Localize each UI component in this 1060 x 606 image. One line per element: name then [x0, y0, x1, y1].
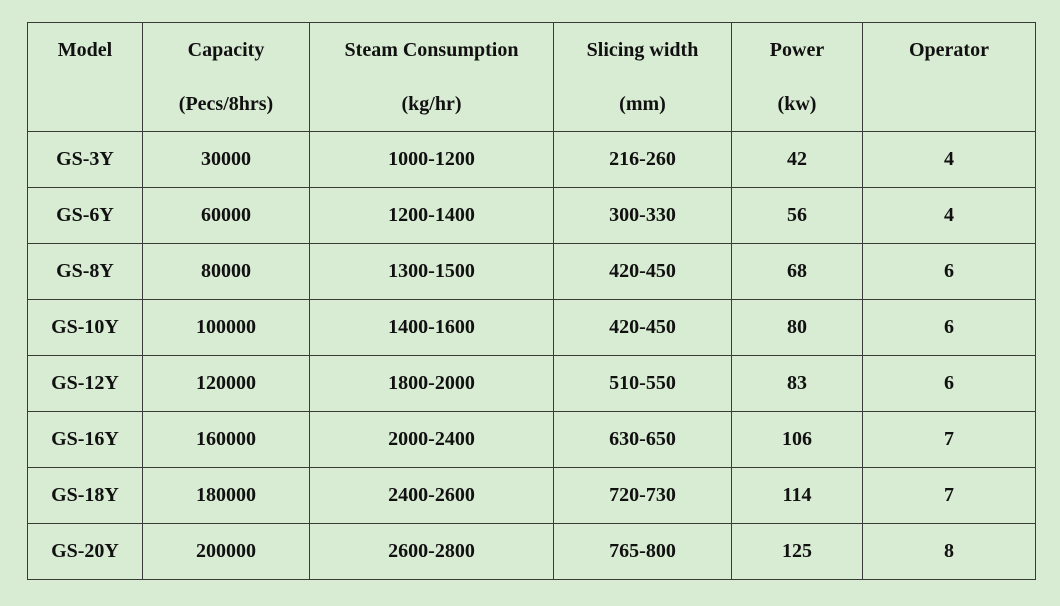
header-text: Slicing width	[586, 39, 699, 61]
table-cell: 60000	[142, 187, 310, 244]
table-cell: 180000	[142, 467, 310, 524]
table-row: GS-20Y 200000 2600-2800 765-800 125 8	[27, 523, 1036, 580]
table-cell: 2000-2400	[309, 411, 554, 468]
table-cell: 106	[731, 411, 863, 468]
table-cell: 68	[731, 243, 863, 300]
table-cell: 2600-2800	[309, 523, 554, 580]
table-cell: 80000	[142, 243, 310, 300]
table-cell: 8	[862, 523, 1036, 580]
table-cell: GS-3Y	[27, 131, 143, 188]
header-cell: Slicing width (mm)	[553, 22, 732, 132]
table-cell: 420-450	[553, 243, 732, 300]
table-cell: 765-800	[553, 523, 732, 580]
header-cell: Power (kw)	[731, 22, 863, 132]
table-row: GS-8Y 80000 1300-1500 420-450 68 6	[27, 243, 1036, 300]
table-cell: 42	[731, 131, 863, 188]
table-cell: 100000	[142, 299, 310, 356]
table-cell: 1800-2000	[309, 355, 554, 412]
table-cell: 6	[862, 243, 1036, 300]
table-cell: 56	[731, 187, 863, 244]
table-cell: 120000	[142, 355, 310, 412]
table-cell: 6	[862, 299, 1036, 356]
table-row: GS-18Y 180000 2400-2600 720-730 114 7	[27, 467, 1036, 524]
table-cell: 7	[862, 411, 1036, 468]
header-text: (mm)	[619, 93, 666, 115]
table-cell: 4	[862, 187, 1036, 244]
table-cell: 720-730	[553, 467, 732, 524]
table-cell: 125	[731, 523, 863, 580]
header-text: Steam Consumption	[344, 39, 519, 61]
header-text: (kw)	[777, 93, 817, 115]
table-cell: 1400-1600	[309, 299, 554, 356]
table-cell: 300-330	[553, 187, 732, 244]
spec-table: Model Capacity (Pecs/8hrs) Steam Consumptio…	[27, 22, 1036, 580]
table-cell: GS-18Y	[27, 467, 143, 524]
table-cell: GS-16Y	[27, 411, 143, 468]
table-cell: GS-8Y	[27, 243, 143, 300]
table-cell: 1000-1200	[309, 131, 554, 188]
table-row: GS-10Y 100000 1400-1600 420-450 80 6	[27, 299, 1036, 356]
table-body: GS-3Y 30000 1000-1200 216-260 42 4 GS-6Y 60000 1…	[27, 131, 1036, 580]
header-cell: Capacity (Pecs/8hrs)	[142, 22, 310, 132]
table-row: GS-3Y 30000 1000-1200 216-260 42 4	[27, 131, 1036, 188]
table-row: GS-6Y 60000 1200-1400 300-330 56 4	[27, 187, 1036, 244]
table-cell: 30000	[142, 131, 310, 188]
table-cell: GS-6Y	[27, 187, 143, 244]
header-cell: Model	[27, 22, 143, 132]
table-cell: 6	[862, 355, 1036, 412]
header-text: Capacity	[187, 39, 265, 61]
table-cell: 510-550	[553, 355, 732, 412]
table-cell: GS-12Y	[27, 355, 143, 412]
table-cell: GS-10Y	[27, 299, 143, 356]
table-cell: 1200-1400	[309, 187, 554, 244]
table-cell: 114	[731, 467, 863, 524]
table-cell: GS-20Y	[27, 523, 143, 580]
table-cell: 160000	[142, 411, 310, 468]
table-cell: 7	[862, 467, 1036, 524]
header-cell: Operator	[862, 22, 1036, 132]
table-cell: 216-260	[553, 131, 732, 188]
table-cell: 4	[862, 131, 1036, 188]
header-text: Power	[769, 39, 825, 61]
table-cell: 80	[731, 299, 863, 356]
header-cell: Steam Consumption (kg/hr)	[309, 22, 554, 132]
table-cell: 630-650	[553, 411, 732, 468]
table-cell: 200000	[142, 523, 310, 580]
header-text: (Pecs/8hrs)	[178, 93, 274, 115]
table-row: GS-16Y 160000 2000-2400 630-650 106 7	[27, 411, 1036, 468]
header-text: Model	[57, 39, 113, 61]
header-row: Model Capacity (Pecs/8hrs) Steam Consumptio…	[27, 22, 1036, 132]
table-cell: 1300-1500	[309, 243, 554, 300]
table-cell: 420-450	[553, 299, 732, 356]
table-row: GS-12Y 120000 1800-2000 510-550 83 6	[27, 355, 1036, 412]
header-text: Operator	[909, 39, 989, 61]
header-text: (kg/hr)	[401, 93, 462, 115]
table-cell: 2400-2600	[309, 467, 554, 524]
table-cell: 83	[731, 355, 863, 412]
